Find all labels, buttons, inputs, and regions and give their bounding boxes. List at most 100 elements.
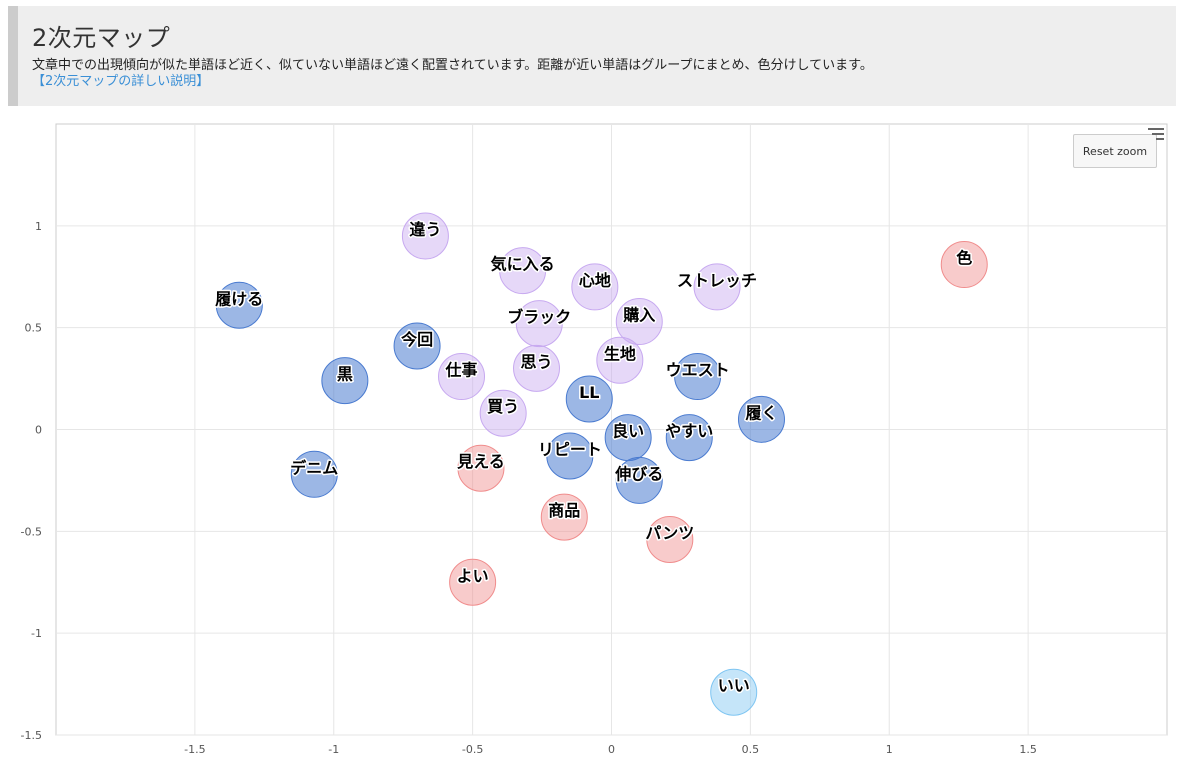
word-point[interactable]: 今回: [393, 322, 441, 370]
word-bubble: [665, 414, 713, 462]
word-label: 商品: [548, 501, 580, 520]
word-bubble: [596, 336, 644, 384]
word-label: 仕事: [445, 361, 478, 380]
word-bubble: [940, 241, 988, 289]
word-bubble: [215, 281, 263, 329]
word-point[interactable]: 履く: [737, 395, 785, 443]
word-label: ウエスト: [666, 361, 730, 380]
word-label: パンツ: [645, 523, 694, 542]
word-bubble: [571, 263, 619, 311]
word-bubble: [401, 212, 449, 260]
word-bubble: [615, 298, 663, 346]
word-bubble: [290, 450, 338, 498]
word-label: よい: [457, 566, 489, 585]
x-tick-label: 1: [886, 743, 893, 756]
word-point[interactable]: 良い: [604, 414, 652, 462]
word-bubble: [479, 389, 527, 437]
word-point[interactable]: LL: [565, 375, 613, 423]
explanation-link[interactable]: 【2次元マップの詳しい説明】: [32, 74, 210, 89]
map-description: 文章中での出現傾向が似た単語ほど近く、似ていない単語ほど遠く配置されています。距…: [32, 58, 873, 73]
word-point[interactable]: 見える: [455, 444, 506, 492]
word-point[interactable]: 伸びる: [613, 456, 665, 504]
word-point[interactable]: 仕事: [438, 353, 486, 401]
word-point[interactable]: リピート: [536, 432, 603, 480]
word-label: 履く: [745, 403, 777, 422]
word-bubble: [499, 247, 547, 295]
scatter-chart-container: -1.5 -1 -0.5 0 0.5 1 1.5 1 0.5 0 -0.5 -1 -1.5 違う気に入る心…: [0, 115, 1183, 777]
word-bubble: [457, 444, 505, 492]
y-tick-label: 0: [35, 424, 42, 437]
word-bubble: [321, 357, 369, 405]
word-label: 思う: [520, 352, 552, 371]
word-bubble: [513, 344, 561, 392]
word-bubble: [646, 515, 694, 563]
scatter-chart: -1.5 -1 -0.5 0 0.5 1 1.5 1 0.5 0 -0.5 -1 -1.5 違う気に入る心…: [21, 123, 1168, 756]
word-label: 違う: [409, 220, 441, 239]
y-tick-label: -1.5: [21, 729, 42, 742]
word-point[interactable]: ウエスト: [664, 353, 731, 401]
word-label: 黒: [337, 365, 353, 384]
word-bubble: [737, 395, 785, 443]
word-bubble: [710, 668, 758, 716]
x-tick-label: -1.5: [184, 743, 205, 756]
word-point[interactable]: 買う: [479, 389, 527, 437]
word-label: ストレッチ: [677, 271, 757, 290]
word-point[interactable]: 黒: [321, 357, 369, 405]
word-point[interactable]: ブラック: [506, 300, 573, 348]
word-bubble: [438, 353, 486, 401]
x-tick-label: 1.5: [1019, 743, 1037, 756]
x-tick-label: -1: [328, 743, 339, 756]
word-label: 今回: [400, 330, 433, 349]
x-tick-label: -0.5: [462, 743, 483, 756]
word-point[interactable]: 購入: [615, 298, 663, 346]
word-bubble: [449, 558, 497, 606]
hamburger-menu-icon[interactable]: [1148, 128, 1164, 142]
word-point[interactable]: いい: [710, 668, 758, 716]
word-point[interactable]: ストレッチ: [676, 263, 759, 311]
word-bubble: [693, 263, 741, 311]
word-label: 生地: [604, 344, 636, 363]
word-point[interactable]: 色: [940, 241, 988, 289]
y-tick-label: -1: [31, 627, 42, 640]
y-tick-label: -0.5: [21, 525, 42, 538]
word-label: 見える: [456, 452, 505, 471]
word-bubble: [674, 353, 722, 401]
reset-zoom-button[interactable]: Reset zoom: [1073, 134, 1157, 168]
word-point[interactable]: よい: [449, 558, 497, 606]
word-point[interactable]: 心地: [571, 263, 619, 311]
word-bubble: [393, 322, 441, 370]
word-bubble: [515, 300, 563, 348]
word-point[interactable]: 違う: [401, 212, 449, 260]
word-bubble: [540, 493, 588, 541]
page-title: 2次元マップ: [32, 24, 171, 52]
word-point[interactable]: デニム: [289, 450, 340, 498]
y-tick-label: 0.5: [25, 322, 43, 335]
word-bubble: [615, 456, 663, 504]
x-tick-label: 0: [608, 743, 615, 756]
word-label: 気に入る: [491, 255, 555, 274]
word-label: いい: [718, 676, 750, 695]
word-label: LL: [579, 383, 599, 402]
word-label: 伸びる: [614, 464, 663, 483]
word-point[interactable]: パンツ: [644, 515, 696, 563]
word-point[interactable]: 気に入る: [489, 247, 556, 295]
word-point[interactable]: 生地: [596, 336, 644, 384]
word-bubble: [565, 375, 613, 423]
word-label: やすい: [665, 422, 713, 441]
x-tick-label: 0.5: [742, 743, 760, 756]
word-label: 買う: [487, 397, 519, 416]
word-label: ブラック: [507, 308, 571, 327]
word-label: 色: [956, 249, 972, 268]
word-label: リピート: [538, 440, 602, 459]
word-label: 心地: [579, 271, 611, 290]
word-point[interactable]: 商品: [540, 493, 588, 541]
word-label: 履ける: [215, 289, 263, 308]
word-point[interactable]: 思う: [513, 344, 561, 392]
word-label: 良い: [612, 422, 644, 441]
word-point[interactable]: やすい: [664, 414, 715, 462]
word-point[interactable]: 履ける: [214, 281, 265, 329]
word-label: デニム: [290, 458, 338, 477]
word-label: 購入: [622, 306, 655, 325]
page-header: 2次元マップ 文章中での出現傾向が似た単語ほど近く、似ていない単語ほど遠く配置さ…: [8, 6, 1176, 106]
y-tick-label: 1: [35, 220, 42, 233]
